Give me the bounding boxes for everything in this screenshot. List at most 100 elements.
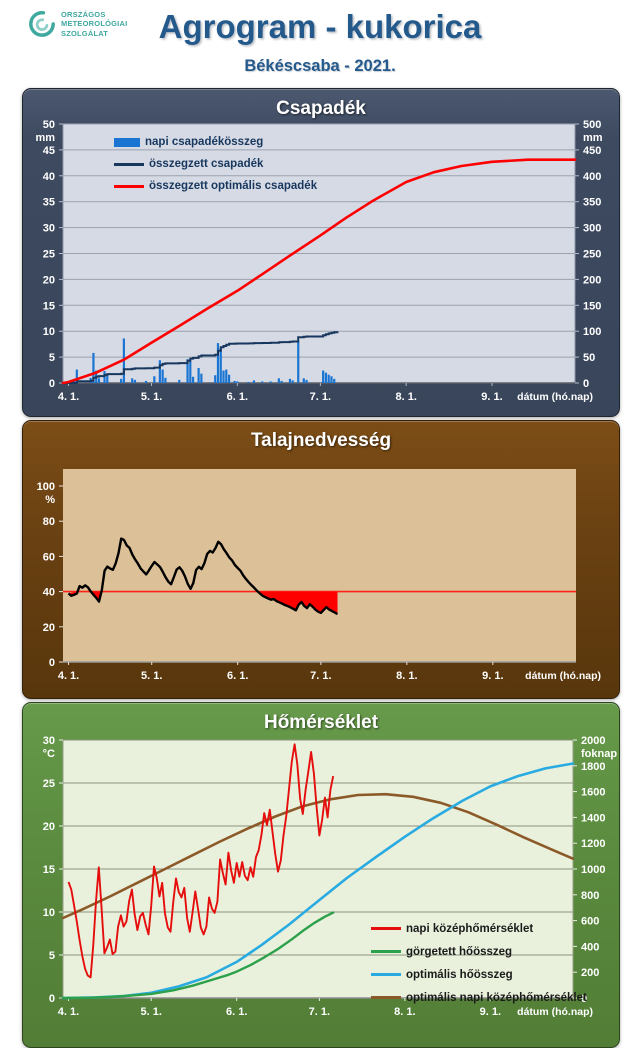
logo-line-1: ORSZÁGOS: [61, 10, 106, 19]
svg-text:45: 45: [43, 145, 55, 157]
precipitation-chart: 50454035302520151050mm500450400350300250…: [35, 119, 603, 403]
svg-text:6. 1.: 6. 1.: [226, 1006, 247, 1018]
svg-text:400: 400: [581, 941, 599, 953]
legend-label: optimális hőösszeg: [406, 968, 513, 981]
svg-text:350: 350: [583, 197, 601, 209]
chart-title-precipitation: Csapadék: [276, 98, 366, 119]
svg-text:30: 30: [43, 223, 55, 235]
svg-text:0: 0: [49, 378, 55, 390]
legend-item: napi csapadékösszeg: [114, 131, 317, 153]
svg-text:40: 40: [43, 587, 55, 599]
svg-text:300: 300: [583, 223, 601, 235]
svg-text:5: 5: [49, 950, 55, 962]
svg-text:5. 1.: 5. 1.: [141, 670, 162, 682]
omsz-logo-text: ORSZÁGOS METEOROLÓGIAI SZOLGÁLAT: [61, 10, 127, 38]
svg-text:150: 150: [583, 300, 601, 312]
legend-item: optimális hőösszeg: [371, 963, 587, 986]
svg-text:dátum (hó.nap): dátum (hó.nap): [517, 1006, 593, 1018]
optimal-precip-swatch: [114, 184, 144, 188]
svg-text:15: 15: [43, 864, 55, 876]
panel-soil-moisture: 100 80 60 40 20 0% 4. 1. 5. 1. 6. 1. 7. 1. 8. 1. 9.…: [22, 420, 620, 699]
svg-text:20: 20: [43, 274, 55, 286]
svg-text:20: 20: [43, 622, 55, 634]
svg-text:2000: 2000: [581, 735, 605, 747]
svg-text:5. 1.: 5. 1.: [141, 1006, 162, 1018]
svg-text:60: 60: [43, 551, 55, 563]
legend-label: görgetett hőösszeg: [406, 945, 513, 958]
svg-text:4. 1.: 4. 1.: [58, 1006, 79, 1018]
svg-text:5. 1.: 5. 1.: [141, 391, 162, 403]
panel-temperature: 30 25 20 15 10 5 0 °C 2000 1800 1600 1400 1200 1000 80…: [22, 702, 620, 1048]
legend-item: összegzett csapadék: [114, 153, 317, 175]
svg-text:1800: 1800: [581, 761, 605, 773]
svg-text:80: 80: [43, 516, 55, 528]
chart-title-soil-moisture: Talajnedvesség: [250, 430, 392, 451]
svg-text:250: 250: [583, 249, 601, 261]
svg-text:7. 1.: 7. 1.: [309, 1006, 330, 1018]
svg-text:0: 0: [49, 993, 55, 1005]
legend-item: összegzett optimális csapadék: [114, 175, 317, 197]
temperature-chart: 302520151050°C20001800160014001200100080…: [43, 735, 618, 1018]
svg-text:mm: mm: [35, 132, 55, 144]
legend-label: napi csapadékösszeg: [145, 136, 264, 148]
svg-text:25: 25: [43, 249, 55, 261]
svg-text:9. 1.: 9. 1.: [480, 1006, 501, 1018]
soil-moisture-chart: 100 80 60 40 20 0% 4. 1. 5. 1. 6. 1. 7. 1. 8. 1. 9.…: [37, 469, 601, 682]
rolled-heat-sum-swatch: [371, 950, 401, 953]
svg-text:30: 30: [43, 735, 55, 747]
legend-label: napi középhőmérséklet: [406, 922, 534, 935]
svg-text:8. 1.: 8. 1.: [395, 391, 416, 403]
svg-text:0: 0: [49, 657, 55, 669]
daily-precip-swatch: [114, 137, 140, 147]
svg-text:20: 20: [43, 821, 55, 833]
svg-text:1600: 1600: [581, 787, 605, 799]
chart-title-temperature: Hőmérséklet: [263, 712, 379, 733]
omsz-logo-icon: [29, 11, 55, 37]
svg-text:8. 1.: 8. 1.: [396, 670, 417, 682]
svg-text:°C: °C: [43, 748, 55, 760]
panel-precipitation: 50 45 40 35 30 25 20 15 10 5 0 mm 500 450 400 350 300 250…: [22, 88, 620, 417]
logo-line-3: SZOLGÁLAT: [61, 28, 109, 38]
legend-temperature: napi középhőmérséklet görgetett hőösszeg…: [371, 917, 587, 1009]
svg-text:100: 100: [583, 326, 601, 338]
svg-text:15: 15: [43, 300, 55, 312]
svg-text:40: 40: [43, 171, 55, 183]
svg-text:50: 50: [583, 352, 595, 364]
svg-text:1000: 1000: [581, 864, 605, 876]
svg-text:4. 1.: 4. 1.: [58, 391, 79, 403]
svg-text:0: 0: [581, 993, 587, 1005]
svg-text:1400: 1400: [581, 812, 605, 824]
legend-precipitation: napi csapadékösszeg összegzett csapadék …: [114, 131, 317, 197]
svg-text:500: 500: [583, 119, 601, 131]
svg-text:450: 450: [583, 145, 601, 157]
svg-text:10: 10: [43, 907, 55, 919]
legend-label: optimális napi középhőmérséklet: [406, 991, 587, 1004]
svg-text:mm: mm: [583, 132, 603, 144]
svg-text:foknap: foknap: [581, 748, 617, 760]
svg-text:8. 1.: 8. 1.: [394, 1006, 415, 1018]
svg-text:dátum (hó.nap): dátum (hó.nap): [525, 670, 601, 682]
svg-text:200: 200: [583, 274, 601, 286]
cumulative-precip-swatch: [114, 162, 144, 166]
page-title: Agrogram - kukorica: [158, 8, 482, 45]
svg-text:0: 0: [583, 378, 589, 390]
svg-text:9. 1.: 9. 1.: [482, 670, 503, 682]
svg-text:800: 800: [581, 890, 599, 902]
svg-text:6. 1.: 6. 1.: [227, 391, 248, 403]
legend-item: görgetett hőösszeg: [371, 940, 587, 963]
legend-label: összegzett csapadék: [149, 158, 264, 170]
svg-text:5: 5: [49, 352, 55, 364]
svg-text:7. 1.: 7. 1.: [310, 391, 331, 403]
svg-text:%: %: [45, 494, 55, 506]
svg-text:400: 400: [583, 171, 601, 183]
svg-text:200: 200: [581, 967, 599, 979]
optimal-heat-sum-swatch: [371, 973, 401, 976]
svg-text:25: 25: [43, 778, 55, 790]
optimal-daily-mean-temp-swatch: [371, 996, 401, 999]
legend-item: optimális napi középhőmérséklet: [371, 986, 587, 1009]
svg-text:9. 1.: 9. 1.: [481, 391, 502, 403]
svg-text:35: 35: [43, 197, 55, 209]
omsz-logo: ORSZÁGOS METEOROLÓGIAI SZOLGÁLAT: [28, 10, 127, 38]
svg-text:dátum (hó.nap): dátum (hó.nap): [517, 391, 593, 403]
